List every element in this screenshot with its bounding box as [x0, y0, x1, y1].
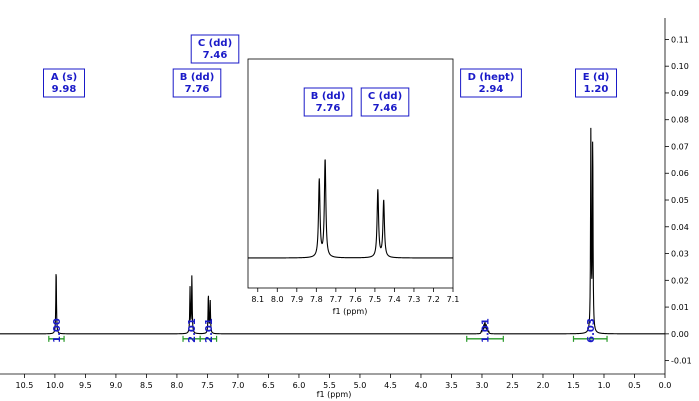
x-tick-label: 5.5 [323, 381, 336, 390]
y-tick-label: 0.06 [671, 169, 689, 178]
x-tick-label: 4.0 [415, 381, 428, 390]
x-tick-label: 9.0 [110, 381, 123, 390]
x-tick-label: 1.0 [598, 381, 611, 390]
peak-label-box [360, 87, 410, 117]
x-tick-label: 2.0 [537, 381, 550, 390]
x-tick-label: 2.5 [506, 381, 519, 390]
inset-peak-labels: B (dd)7.76C (dd)7.46 [303, 87, 410, 117]
x-tick-label: 0.0 [659, 381, 672, 390]
inset-x-axis: 8.1 8.0 7.9 7.8 7.7 7.6 7.5 7.4 7.3 7.2 7.1 [251, 288, 459, 304]
peak-label-name: E (d) [583, 72, 610, 83]
x-tick-label: 8.0 [171, 381, 184, 390]
peak-label-box [172, 68, 222, 98]
x-axis-title: f1 (ppm) [317, 390, 352, 399]
peak-label: E (d)1.20 [575, 68, 617, 98]
y-tick-label: 0.03 [671, 250, 689, 259]
x-tick-label: 8.5 [140, 381, 153, 390]
inset-spectrum-trace [248, 159, 453, 259]
integral-markers: 1.00 2.01 2.01 1.01 6.03 [48, 318, 608, 343]
y-axis-right: -0.01 0.00 0.01 0.02 0.03 0.04 0.05 0.06 0.07 0.0… [664, 18, 692, 374]
integral: 2.01 [199, 318, 218, 343]
y-tick-label: 0.08 [671, 116, 689, 125]
peak-label-box [43, 68, 85, 98]
peak-label-name: A (s) [51, 72, 77, 83]
y-tick-label: 0.11 [671, 35, 689, 44]
integral-value: 2.01 [187, 318, 198, 343]
peak-label-box [303, 87, 353, 117]
x-axis: 10.5 10.0 9.5 9.0 8.5 8.0 7.5 7.0 6.5 6.0 5.5 5.0 4.… [0, 373, 672, 390]
inset-x-tick-label: 7.5 [369, 295, 382, 304]
integral-value: 1.01 [481, 318, 492, 343]
peak-label-box [190, 34, 240, 64]
peak-label-name: C (dd) [198, 38, 232, 49]
x-tick-label: 4.5 [384, 381, 397, 390]
y-tick-label: 0.07 [671, 142, 689, 151]
y-tick-label: 0.10 [671, 62, 689, 71]
peak-label: D (hept)2.94 [460, 68, 522, 98]
peak-label-box [575, 68, 617, 98]
inset-x-tick-label: 8.1 [251, 295, 264, 304]
peak-label-name: B (dd) [311, 91, 346, 102]
inset-x-tick-label: 7.7 [329, 295, 342, 304]
y-tick-label: 0.04 [671, 223, 689, 232]
y-tick-label: 0.00 [671, 330, 689, 339]
peak-label-shift: 9.98 [52, 84, 77, 95]
integral-value: 1.00 [52, 318, 63, 343]
x-tick-label: 6.0 [293, 381, 306, 390]
peak-label-shift: 1.20 [584, 84, 609, 95]
inset-x-axis-title: f1 (ppm) [333, 307, 368, 316]
y-tick-label: 0.09 [671, 89, 689, 98]
inset-x-tick-label: 7.6 [349, 295, 362, 304]
peak-label: C (dd)7.46 [190, 34, 240, 64]
x-tick-label: 10.0 [46, 381, 64, 390]
y-tick-label: 0.02 [671, 276, 689, 285]
x-tick-label: 9.5 [79, 381, 92, 390]
x-tick-label: 0.5 [628, 381, 641, 390]
integral: 1.00 [48, 318, 65, 343]
peak-label: B (dd)7.76 [303, 87, 353, 117]
y-tick-label: -0.01 [671, 357, 692, 366]
peak-labels: A (s)9.98 B (dd)7.76 C (dd)7.46 D (hept)2.9… [43, 34, 617, 98]
x-tick-label: 7.0 [232, 381, 245, 390]
inset-x-tick-label: 7.1 [447, 295, 460, 304]
peak-label-box [460, 68, 522, 98]
x-tick-label: 5.0 [354, 381, 367, 390]
inset-spectrum-line [248, 159, 453, 259]
x-tick-label: 1.5 [567, 381, 580, 390]
peak-label-name: C (dd) [368, 91, 402, 102]
peak-label-shift: 7.46 [373, 103, 398, 114]
inset-x-tick-label: 7.4 [388, 295, 401, 304]
y-tick-label: 0.05 [671, 196, 689, 205]
integral: 1.01 [466, 318, 504, 343]
peak-label-shift: 7.46 [203, 50, 228, 61]
inset-x-tick-label: 8.0 [271, 295, 284, 304]
integral-value: 6.03 [586, 318, 597, 343]
peak-label-shift: 2.94 [479, 84, 504, 95]
integral: 2.01 [182, 318, 201, 343]
peak-label: B (dd)7.76 [172, 68, 222, 98]
integral: 6.03 [572, 318, 608, 343]
x-tick-label: 3.5 [445, 381, 458, 390]
x-tick-label: 7.5 [201, 381, 214, 390]
x-tick-label: 10.5 [15, 381, 33, 390]
inset-x-tick-label: 7.3 [408, 295, 421, 304]
peak-label-shift: 7.76 [185, 84, 210, 95]
peak-label-name: B (dd) [180, 72, 215, 83]
inset-x-tick-label: 7.8 [310, 295, 323, 304]
main-plot-area: 1.00 2.01 2.01 1.01 6.03 A (s)9.98B (dd)7.76… [0, 34, 665, 343]
x-tick-label: 3.0 [476, 381, 489, 390]
inset-x-tick-label: 7.9 [290, 295, 303, 304]
integral-value: 2.01 [204, 318, 215, 343]
inset-x-tick-label: 7.2 [427, 295, 440, 304]
x-tick-label: 6.5 [262, 381, 275, 390]
peak-label-name: D (hept) [468, 72, 515, 83]
zoom-inset: 8.1 8.0 7.9 7.8 7.7 7.6 7.5 7.4 7.3 7.2 7.1 B (dd)… [247, 58, 459, 316]
peak-label: A (s)9.98 [43, 68, 85, 98]
y-tick-label: 0.01 [671, 303, 689, 312]
spectrum-line [0, 127, 665, 335]
peak-label: C (dd)7.46 [360, 87, 410, 117]
spectrum-trace [0, 127, 665, 335]
peak-label-shift: 7.76 [316, 103, 341, 114]
